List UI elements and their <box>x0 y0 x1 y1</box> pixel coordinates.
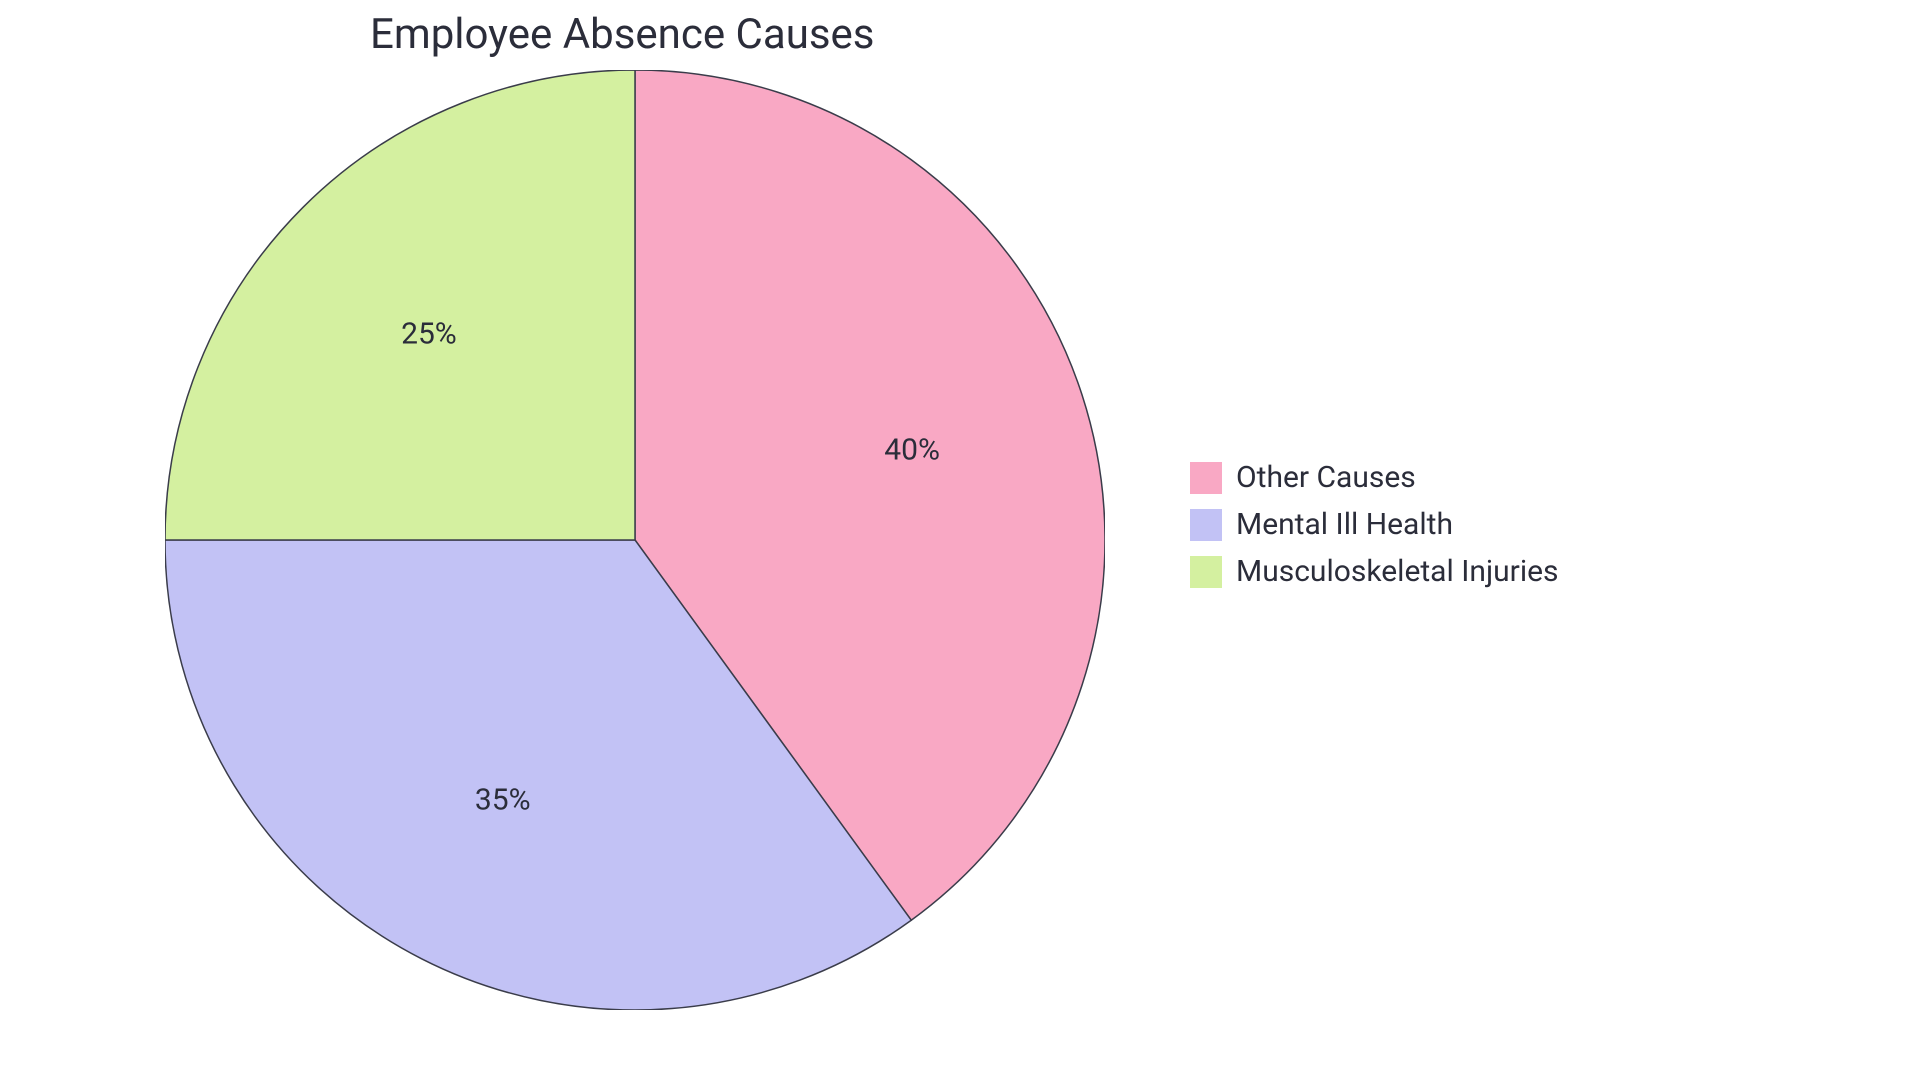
pie-container <box>165 70 1105 1010</box>
slice-label: 25% <box>401 316 457 351</box>
chart-title: Employee Absence Causes <box>370 10 874 59</box>
legend-item: Mental Ill Health <box>1190 507 1559 542</box>
legend: Other Causes Mental Ill Health Musculoskel… <box>1190 460 1559 589</box>
slice-label: 40% <box>884 432 940 467</box>
pie-slice <box>165 70 635 540</box>
legend-item: Other Causes <box>1190 460 1559 495</box>
legend-label: Other Causes <box>1236 460 1416 495</box>
legend-swatch <box>1190 556 1222 588</box>
pie-chart: Employee Absence Causes 40% 35% 25% Other … <box>0 0 1920 1080</box>
legend-swatch <box>1190 462 1222 494</box>
legend-swatch <box>1190 509 1222 541</box>
legend-label: Mental Ill Health <box>1236 507 1453 542</box>
pie-svg <box>165 70 1105 1010</box>
legend-label: Musculoskeletal Injuries <box>1236 554 1559 589</box>
slice-label: 35% <box>475 782 531 817</box>
legend-item: Musculoskeletal Injuries <box>1190 554 1559 589</box>
